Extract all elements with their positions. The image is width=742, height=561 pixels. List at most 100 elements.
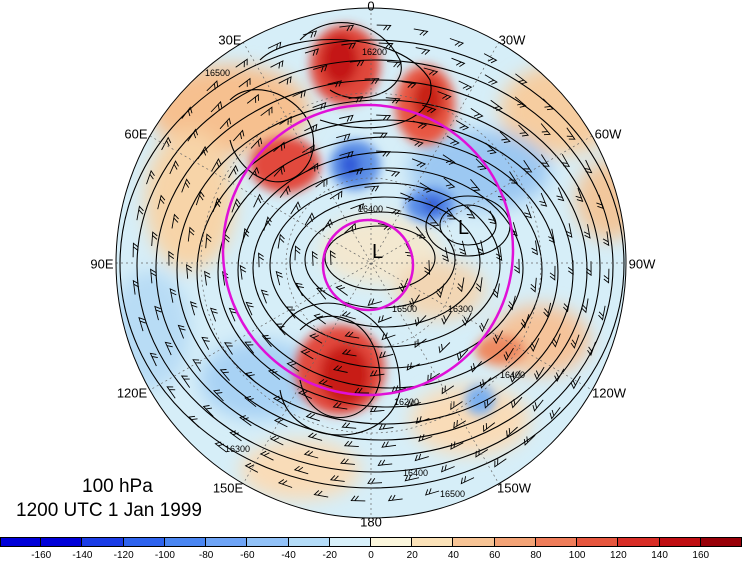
wind-barb — [332, 365, 348, 373]
wind-barb — [387, 494, 403, 502]
colorbar-tick-label: 100 — [568, 550, 586, 561]
lon-label-0: 0 — [367, 0, 375, 14]
wind-barb — [261, 335, 272, 347]
wind-barb — [341, 42, 357, 50]
inner-reference-circle — [321, 218, 415, 312]
wind-barb — [524, 204, 533, 219]
wind-barb — [542, 98, 554, 111]
wind-barb — [475, 158, 487, 171]
wind-barb — [350, 203, 365, 211]
wind-barb — [493, 330, 504, 345]
wind-barb — [244, 395, 257, 408]
wind-barb — [459, 240, 467, 256]
wind-barb — [303, 450, 319, 459]
colorbar-segment — [371, 537, 413, 547]
wind-barb — [259, 450, 274, 461]
wind-barb — [414, 453, 429, 462]
colorbar-segment — [535, 537, 578, 547]
wind-barb — [293, 465, 309, 475]
colorbar-segment — [700, 537, 742, 547]
wind-barb — [603, 268, 610, 284]
lon-label-60w: 60W — [594, 126, 622, 142]
wind-barb — [348, 167, 364, 175]
wind-barb — [385, 97, 401, 104]
wind-barb — [400, 192, 415, 202]
wind-barb — [423, 67, 439, 76]
wind-barb — [520, 314, 530, 329]
colorbar-tick-label: -60 — [240, 550, 255, 561]
wind-barb — [242, 227, 250, 243]
wind-barb — [313, 313, 326, 325]
wind-barb — [229, 430, 242, 442]
wind-barb — [306, 162, 319, 172]
wind-barb — [470, 361, 483, 373]
wind-barb — [436, 283, 445, 299]
wind-barb — [530, 277, 537, 293]
wind-barb — [343, 440, 359, 448]
wind-barb — [418, 434, 433, 442]
wind-barb — [258, 252, 264, 268]
wind-barb — [219, 369, 230, 381]
wind-barb — [414, 338, 427, 349]
lon-label-90w: 90W — [628, 256, 656, 272]
wind-barb — [587, 341, 596, 357]
colorbar-tick-label: 60 — [489, 550, 501, 561]
wind-barb — [483, 422, 496, 433]
wind-barb — [429, 214, 440, 227]
lon-label-120e: 120E — [116, 385, 148, 401]
wind-barb — [187, 226, 195, 242]
colorbar-tick-label: 140 — [651, 550, 668, 561]
wind-barb — [267, 41, 282, 50]
wind-barb — [277, 233, 285, 249]
colorbar-segment — [82, 537, 124, 547]
wind-barb — [214, 441, 227, 453]
wind-barb — [260, 106, 273, 117]
wind-barb — [441, 247, 449, 262]
wind-barb — [349, 60, 365, 67]
wind-barb — [570, 375, 581, 390]
wind-barb — [441, 385, 455, 395]
wind-barb — [507, 295, 516, 311]
colorbar-tick-label: -140 — [72, 550, 93, 561]
wind-barb — [302, 144, 315, 154]
wind-barb — [483, 53, 498, 64]
wind-barb — [494, 458, 507, 468]
wind-barb — [531, 240, 538, 256]
height-contours — [119, 22, 625, 489]
wind-barb — [413, 28, 429, 36]
wind-barb — [339, 114, 354, 122]
wind-barb — [529, 338, 540, 352]
wind-barb — [470, 108, 484, 119]
wind-barb — [364, 78, 380, 84]
wind-barb — [561, 153, 571, 167]
contour-label: 16400 — [358, 204, 383, 214]
wind-barb — [279, 185, 291, 198]
wind-barb — [205, 233, 212, 249]
wind-barb — [340, 458, 355, 465]
wind-barb — [386, 206, 401, 215]
wind-barb — [212, 197, 222, 212]
contour-label: 16500 — [392, 304, 417, 314]
colorbar-tick-label: -120 — [113, 550, 134, 561]
wind-barb — [438, 342, 451, 354]
wind-barb — [458, 80, 473, 91]
wind-barb — [449, 38, 465, 47]
contour-label: 16200 — [362, 47, 387, 57]
wind-barb — [273, 141, 286, 152]
wind-barb — [376, 114, 392, 121]
wind-barb — [543, 302, 552, 318]
wind-barb — [201, 336, 210, 350]
wind-barb — [532, 399, 544, 412]
wind-barb — [377, 315, 392, 323]
wind-barb — [313, 64, 328, 73]
wind-barb — [441, 311, 452, 325]
wind-barb — [272, 395, 287, 406]
wind-barb — [462, 312, 472, 327]
wind-barb — [189, 301, 198, 316]
wind-barb — [411, 158, 427, 168]
wind-barb — [412, 120, 428, 129]
wind-barb — [523, 160, 533, 173]
low-center-marker: L — [458, 217, 469, 239]
wind-barb — [150, 268, 157, 284]
wind-barb — [275, 270, 283, 286]
